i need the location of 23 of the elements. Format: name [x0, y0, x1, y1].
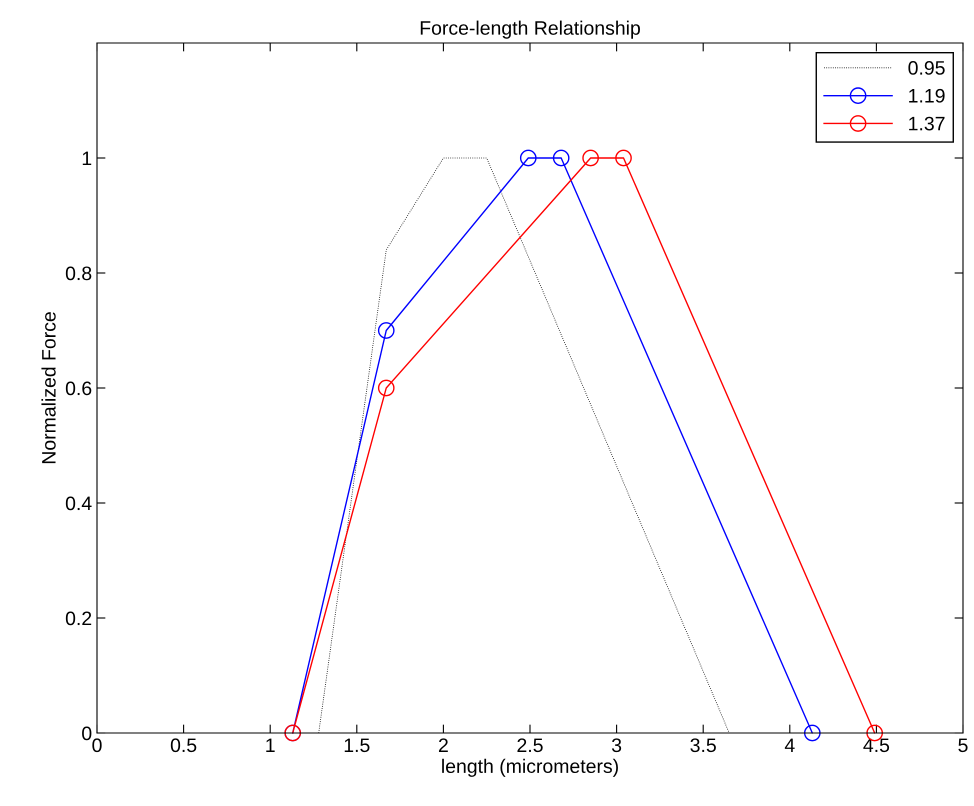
- x-tick-label: 0: [92, 738, 102, 752]
- x-tick-label: 4: [784, 738, 795, 752]
- y-tick-label: 1: [82, 152, 92, 166]
- x-tick-label: 1: [266, 738, 275, 752]
- legend-label: 1.37: [909, 116, 945, 130]
- y-tick-label: 0.8: [66, 266, 92, 280]
- x-axis-title: length (micrometers): [442, 758, 618, 777]
- x-tick-label: 2.5: [517, 738, 543, 752]
- x-tick-label: 5: [958, 738, 968, 752]
- legend-label: 1.19: [909, 88, 945, 103]
- x-tick-label: 2: [438, 738, 448, 752]
- y-tick-label: 0.2: [66, 611, 92, 626]
- legend-label: 0.95: [908, 61, 945, 75]
- chart-title: Force-length Relationship: [420, 20, 640, 39]
- y-tick-label: 0.4: [66, 496, 92, 510]
- y-tick-label: 0: [82, 726, 92, 740]
- x-tick-label: 1.5: [344, 738, 370, 752]
- x-tick-label: 3: [612, 738, 622, 752]
- y-axis-title: Normalized Force: [41, 312, 56, 464]
- x-tick-label: 4.5: [863, 738, 890, 752]
- x-tick-label: 0.5: [170, 738, 196, 752]
- y-tick-label: 0.6: [66, 381, 92, 396]
- x-tick-label: 3.5: [690, 738, 716, 752]
